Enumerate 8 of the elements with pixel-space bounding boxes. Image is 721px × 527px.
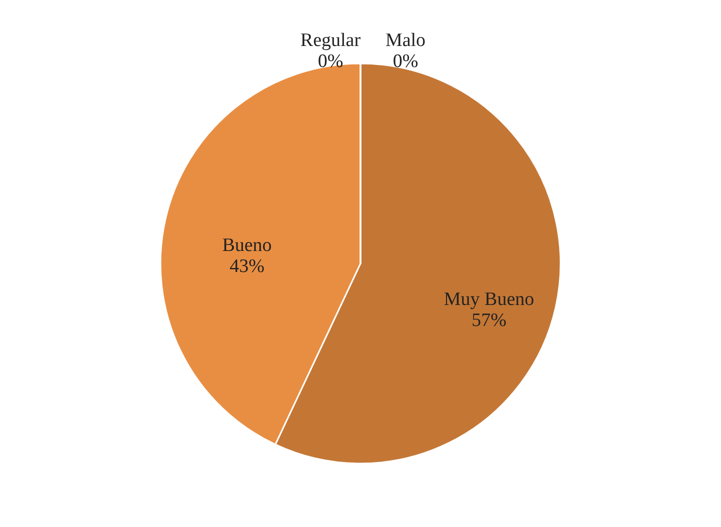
category-label: Malo: [385, 30, 426, 51]
text: 0%: [318, 51, 344, 72]
text: 0%: [392, 51, 418, 72]
data-label: 57%: [472, 310, 507, 332]
data-label: 43%: [230, 256, 265, 277]
category-label: Regular: [300, 30, 361, 51]
slice-label: Muy Bueno: [444, 289, 534, 310]
slice-label: Bueno: [222, 234, 272, 256]
